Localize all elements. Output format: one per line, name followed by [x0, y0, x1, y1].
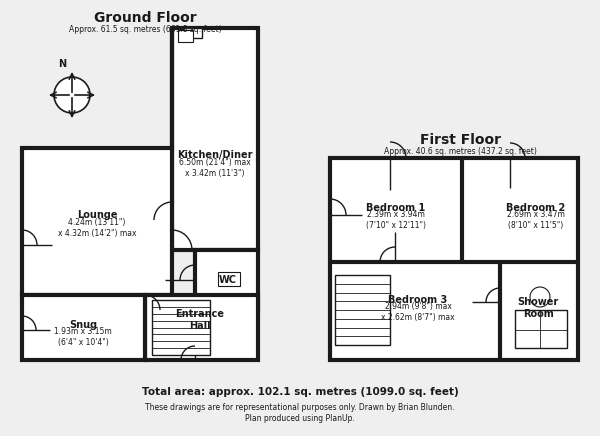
- Text: 4.24m (13'11")
x 4.32m (14'2") max: 4.24m (13'11") x 4.32m (14'2") max: [58, 218, 136, 238]
- Text: 2.94m (9'8") max
x 2.62m (8'7") max: 2.94m (9'8") max x 2.62m (8'7") max: [381, 302, 455, 322]
- Text: Kitchen/Diner: Kitchen/Diner: [177, 150, 253, 160]
- Bar: [145, 295, 258, 360]
- Text: Approx. 61.5 sq. metres (661.8 sq. feet): Approx. 61.5 sq. metres (661.8 sq. feet): [68, 25, 221, 34]
- Bar: [330, 158, 578, 360]
- Bar: [195, 250, 258, 310]
- Bar: [184, 28, 202, 38]
- Text: Bedroom 3: Bedroom 3: [388, 295, 448, 305]
- Text: First Floor: First Floor: [419, 133, 500, 147]
- Text: Approx. 40.6 sq. metres (437.2 sq. feet): Approx. 40.6 sq. metres (437.2 sq. feet): [383, 146, 536, 156]
- Circle shape: [530, 287, 550, 307]
- Text: Entrance
Hall: Entrance Hall: [176, 309, 224, 331]
- Bar: [172, 28, 258, 250]
- Text: 6.50m (21'4") max
x 3.42m (11'3"): 6.50m (21'4") max x 3.42m (11'3"): [179, 158, 251, 178]
- Text: Snug: Snug: [69, 320, 97, 330]
- Text: Ground Floor: Ground Floor: [94, 11, 196, 25]
- Bar: [152, 300, 210, 355]
- Text: Bedroom 2: Bedroom 2: [506, 203, 566, 213]
- Text: N: N: [58, 59, 66, 69]
- Bar: [335, 275, 390, 345]
- Circle shape: [54, 77, 90, 113]
- Bar: [184, 28, 192, 38]
- Bar: [22, 295, 145, 360]
- Bar: [22, 148, 172, 295]
- Text: 2.39m x 3.94m
(7'10" x 12'11"): 2.39m x 3.94m (7'10" x 12'11"): [366, 210, 426, 230]
- Text: WC: WC: [219, 275, 237, 285]
- Bar: [178, 30, 193, 42]
- Text: Bedroom 1: Bedroom 1: [367, 203, 425, 213]
- Text: Total area: approx. 102.1 sq. metres (1099.0 sq. feet): Total area: approx. 102.1 sq. metres (10…: [142, 387, 458, 397]
- Text: Lounge: Lounge: [77, 210, 117, 220]
- Bar: [218, 272, 240, 286]
- Text: These drawings are for representational purposes only. Drawn by Brian Blunden.: These drawings are for representational …: [145, 402, 455, 412]
- Text: Shower
Room: Shower Room: [517, 297, 559, 319]
- Text: 1.93m x 3.15m
(6'4" x 10'4"): 1.93m x 3.15m (6'4" x 10'4"): [54, 327, 112, 347]
- Text: Plan produced using PlanUp.: Plan produced using PlanUp.: [245, 413, 355, 422]
- Bar: [515, 310, 567, 348]
- Text: 2.69m x 3.47m
(8'10" x 11'5"): 2.69m x 3.47m (8'10" x 11'5"): [507, 210, 565, 230]
